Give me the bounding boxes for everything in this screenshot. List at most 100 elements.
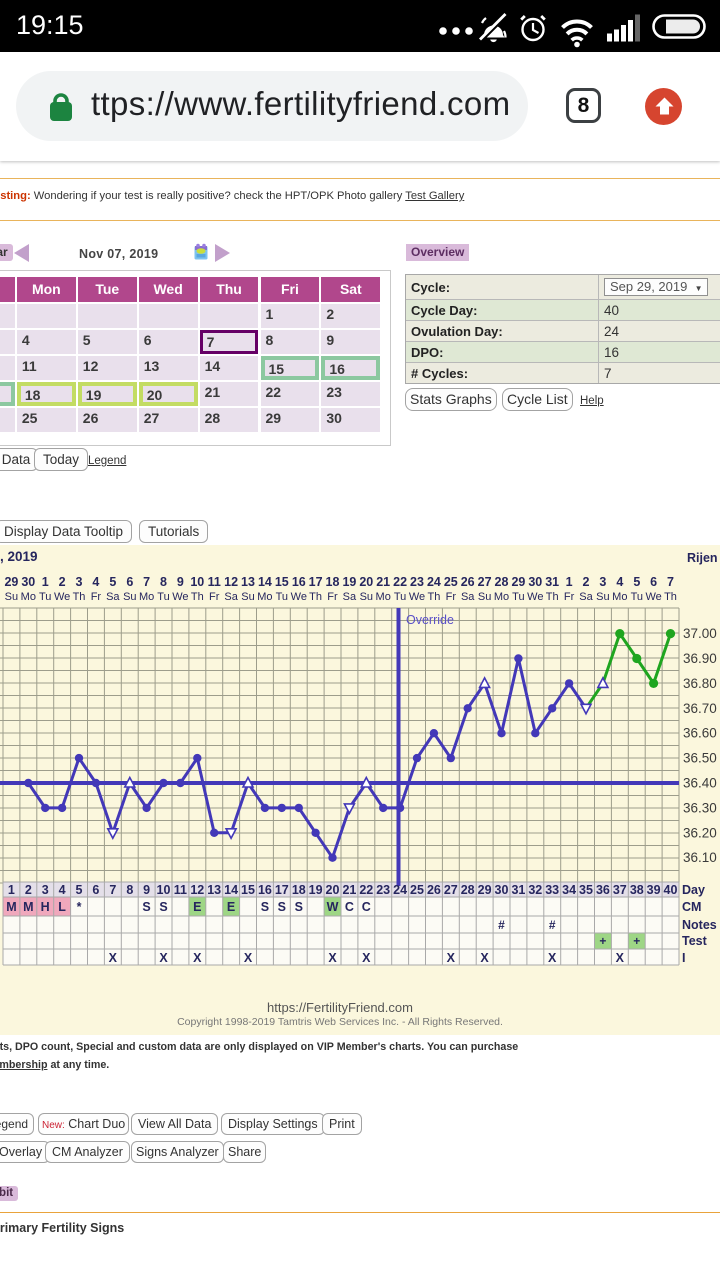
svg-text:30: 30: [528, 575, 542, 589]
svg-text:Day: Day: [682, 883, 705, 897]
svg-text:26: 26: [461, 575, 475, 589]
svg-text:35: 35: [579, 883, 593, 897]
svg-text:36.70: 36.70: [683, 701, 717, 716]
svg-text:29: 29: [511, 575, 525, 589]
svg-text:W: W: [327, 900, 339, 914]
svg-text:9: 9: [177, 575, 184, 589]
svg-text:2: 2: [25, 883, 32, 897]
svg-text:34: 34: [562, 883, 576, 897]
svg-text:17: 17: [275, 883, 289, 897]
svg-text:Su: Su: [360, 591, 373, 603]
svg-text:16: 16: [258, 883, 272, 897]
svg-text:Fr: Fr: [327, 591, 338, 603]
svg-text:5: 5: [109, 575, 116, 589]
svg-text:We: We: [291, 591, 307, 603]
svg-text:We: We: [645, 591, 661, 603]
svg-text:https://FertilityFriend.com: https://FertilityFriend.com: [267, 1000, 413, 1015]
svg-text:Th: Th: [546, 591, 559, 603]
svg-text:10: 10: [157, 883, 171, 897]
svg-text:Mo: Mo: [257, 591, 272, 603]
svg-text:Sa: Sa: [579, 591, 593, 603]
svg-text:Th: Th: [191, 591, 204, 603]
svg-text:We: We: [527, 591, 543, 603]
svg-text:8: 8: [160, 575, 167, 589]
svg-text:+: +: [633, 934, 640, 948]
svg-text:X: X: [109, 951, 118, 965]
svg-text:E: E: [193, 900, 201, 914]
svg-text:Tu: Tu: [512, 591, 524, 603]
svg-text:CM: CM: [682, 900, 701, 914]
svg-text:X: X: [193, 951, 202, 965]
svg-text:28: 28: [495, 575, 509, 589]
svg-text:Mo: Mo: [612, 591, 627, 603]
svg-text:X: X: [244, 951, 253, 965]
svg-text:36: 36: [596, 883, 610, 897]
svg-text:21: 21: [342, 883, 356, 897]
svg-text:30: 30: [495, 883, 509, 897]
svg-text:Notes: Notes: [682, 918, 717, 932]
svg-text:24: 24: [427, 575, 441, 589]
svg-text:24: 24: [393, 883, 407, 897]
svg-text:M: M: [6, 900, 16, 914]
svg-text:H: H: [41, 900, 50, 914]
svg-text:Su: Su: [241, 591, 254, 603]
svg-text:C: C: [362, 900, 371, 914]
svg-text:22: 22: [393, 575, 407, 589]
svg-text:S: S: [278, 900, 286, 914]
svg-text:19: 19: [309, 883, 323, 897]
svg-text:6: 6: [650, 575, 657, 589]
svg-text:23: 23: [410, 575, 424, 589]
svg-text:X: X: [362, 951, 371, 965]
svg-text:14: 14: [258, 575, 272, 589]
svg-text:8: 8: [126, 883, 133, 897]
svg-text:31: 31: [511, 883, 525, 897]
svg-text:Mo: Mo: [139, 591, 154, 603]
svg-text:X: X: [616, 951, 625, 965]
svg-text:15: 15: [275, 575, 289, 589]
svg-text:7: 7: [667, 575, 674, 589]
svg-text:27: 27: [478, 575, 492, 589]
svg-text:21: 21: [376, 575, 390, 589]
svg-text:We: We: [54, 591, 70, 603]
svg-text:S: S: [142, 900, 150, 914]
svg-text:Su: Su: [5, 591, 18, 603]
svg-text:13: 13: [207, 883, 221, 897]
svg-text:23: 23: [376, 883, 390, 897]
svg-text:32: 32: [528, 883, 542, 897]
svg-text:X: X: [328, 951, 337, 965]
svg-text:10: 10: [190, 575, 204, 589]
svg-text:17: 17: [309, 575, 323, 589]
svg-text:39: 39: [647, 883, 661, 897]
svg-text:X: X: [548, 951, 557, 965]
svg-text:30: 30: [21, 575, 35, 589]
svg-text:12: 12: [224, 575, 238, 589]
svg-text:37.00: 37.00: [683, 626, 717, 641]
svg-text:20: 20: [359, 575, 373, 589]
svg-text:18: 18: [292, 883, 306, 897]
svg-text:Rijen: Rijen: [687, 551, 718, 565]
svg-text:6: 6: [126, 575, 133, 589]
svg-text:5: 5: [76, 883, 83, 897]
svg-text:We: We: [409, 591, 425, 603]
svg-text:C: C: [345, 900, 354, 914]
svg-text:We: We: [172, 591, 188, 603]
svg-text:15: 15: [241, 883, 255, 897]
svg-text:I: I: [682, 951, 685, 965]
svg-text:X: X: [480, 951, 489, 965]
svg-text:*: *: [77, 900, 82, 914]
svg-text:M: M: [23, 900, 33, 914]
svg-text:29: 29: [4, 575, 18, 589]
svg-text:3: 3: [42, 883, 49, 897]
svg-text:36.90: 36.90: [683, 651, 717, 666]
svg-text:18: 18: [326, 575, 340, 589]
svg-text:X: X: [159, 951, 168, 965]
svg-text:26: 26: [427, 883, 441, 897]
svg-text:11: 11: [208, 575, 221, 589]
svg-text:S: S: [295, 900, 303, 914]
svg-text:1: 1: [8, 883, 15, 897]
svg-text:Copyright 1998-2019 Tamtris We: Copyright 1998-2019 Tamtris Web Services…: [177, 1016, 503, 1028]
svg-text:25: 25: [410, 883, 424, 897]
svg-text:22: 22: [359, 883, 373, 897]
svg-text:#: #: [498, 918, 505, 932]
svg-text:31: 31: [545, 575, 559, 589]
